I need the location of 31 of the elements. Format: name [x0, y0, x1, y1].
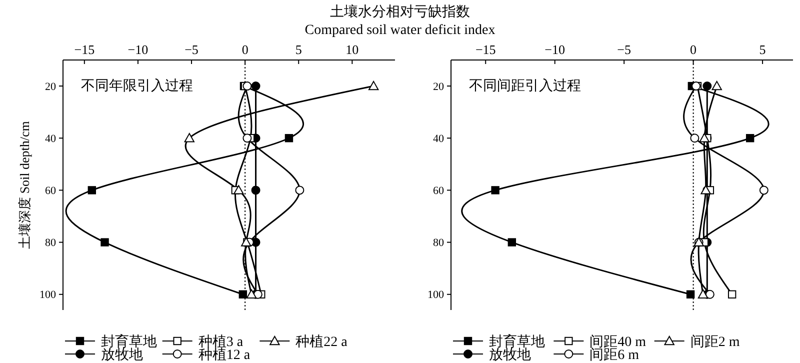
legend-label: 放牧地: [101, 346, 143, 363]
y-tick-label: 100: [428, 289, 444, 302]
x-tick-label: 0: [242, 42, 248, 57]
y-axis-title: 土壤深度 Soil depth/cm: [17, 121, 32, 249]
x-axis-title: 土壤水分相对亏缺指数 Compared soil water deficit index: [304, 4, 496, 38]
y-tick-label: 20: [45, 80, 56, 93]
y-tick-label: 40: [433, 132, 444, 145]
x-tick-label: 10: [346, 42, 359, 57]
x-tick-label: −5: [184, 42, 198, 57]
y-tick-label: 80: [45, 237, 56, 250]
y-tick-label: 40: [45, 132, 56, 145]
y-tick-label: 20: [433, 80, 444, 93]
legend-label: 放牧地: [489, 346, 531, 363]
legend-label: 种植22 a: [296, 334, 348, 350]
x-tick-label: −10: [128, 42, 148, 57]
y-tick-label: 60: [45, 185, 56, 198]
x-tick-label: −15: [475, 42, 496, 57]
x-tick-label: −15: [74, 42, 95, 57]
annotation: 不同间距引入过程: [469, 78, 581, 94]
x-tick-label: −5: [617, 42, 631, 57]
y-tick-label: 80: [433, 237, 444, 250]
x-tick-label: 5: [295, 42, 302, 57]
x-tick-label: 0: [690, 42, 697, 57]
legend-label: 间距6 m: [590, 346, 640, 363]
y-tick-label: 60: [433, 185, 444, 198]
legend-label: 间距2 m: [690, 334, 740, 350]
legend-label: 种植12 a: [198, 346, 251, 363]
annotation: 不同年限引入过程: [81, 78, 193, 94]
x-tick-label: −10: [544, 42, 566, 57]
x-tick-label: 5: [759, 42, 766, 57]
y-tick-label: 100: [40, 289, 56, 302]
